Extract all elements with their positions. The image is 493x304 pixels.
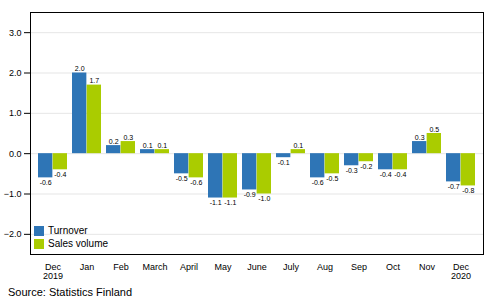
svg-text:-0.6: -0.6 (190, 179, 202, 186)
svg-text:-0.9: -0.9 (244, 191, 256, 198)
svg-text:0.3: 0.3 (415, 134, 425, 141)
svg-text:-1.1: -1.1 (210, 199, 222, 206)
svg-text:-0.2: -0.2 (360, 163, 372, 170)
svg-text:-1.1: -1.1 (224, 199, 236, 206)
svg-text:Dec2019: Dec2019 (43, 262, 63, 281)
svg-text:-0.4: -0.4 (380, 171, 392, 178)
svg-text:-0.4: -0.4 (54, 171, 66, 178)
svg-text:-1.0: -1.0 (258, 195, 270, 202)
svg-text:-0.1: -0.1 (278, 159, 290, 166)
svg-text:Dec2020: Dec2020 (451, 262, 471, 281)
svg-text:0.5: 0.5 (429, 126, 439, 133)
html-text:Turnover: Turnover (48, 225, 88, 236)
svg-text:-0.7: -0.7 (448, 183, 460, 190)
svg-text:0.1: 0.1 (293, 142, 303, 149)
svg-text:2.0: 2.0 (75, 65, 85, 72)
svg-text:0.0: 0.0 (9, 149, 22, 159)
svg-text:0.2: 0.2 (109, 138, 119, 145)
svg-text:2.0: 2.0 (9, 68, 22, 78)
svg-text:0.1: 0.1 (143, 142, 153, 149)
svg-text:-0.5: -0.5 (176, 175, 188, 182)
svg-text:−1.0: −1.0 (4, 189, 22, 199)
svg-text:July: July (283, 262, 300, 272)
svg-text:3.0: 3.0 (9, 28, 22, 38)
svg-text:Aug: Aug (317, 262, 333, 272)
svg-text:-0.6: -0.6 (312, 179, 324, 186)
svg-text:−2.0: −2.0 (4, 229, 22, 239)
svg-text:Feb: Feb (113, 262, 129, 272)
html-text:Sales volume: Sales volume (48, 238, 108, 249)
svg-text:June: June (247, 262, 267, 272)
svg-text:April: April (180, 262, 198, 272)
svg-text:-0.5: -0.5 (326, 175, 338, 182)
svg-text:Nov: Nov (419, 262, 436, 272)
svg-text:0.1: 0.1 (157, 142, 167, 149)
svg-text:1.0: 1.0 (9, 108, 22, 118)
svg-text:March: March (142, 262, 167, 272)
svg-text:Jan: Jan (80, 262, 95, 272)
svg-text:-0.4: -0.4 (394, 171, 406, 178)
html-text:Source: Statistics Finland: Source: Statistics Finland (8, 286, 133, 298)
svg-text:-0.3: -0.3 (346, 167, 358, 174)
svg-text:Sep: Sep (351, 262, 367, 272)
svg-text:Oct: Oct (386, 262, 401, 272)
svg-text:1.7: 1.7 (89, 77, 99, 84)
svg-text:-0.8: -0.8 (462, 187, 474, 194)
svg-text:May: May (214, 262, 232, 272)
svg-text:0.3: 0.3 (123, 134, 133, 141)
svg-text:-0.6: -0.6 (40, 179, 52, 186)
